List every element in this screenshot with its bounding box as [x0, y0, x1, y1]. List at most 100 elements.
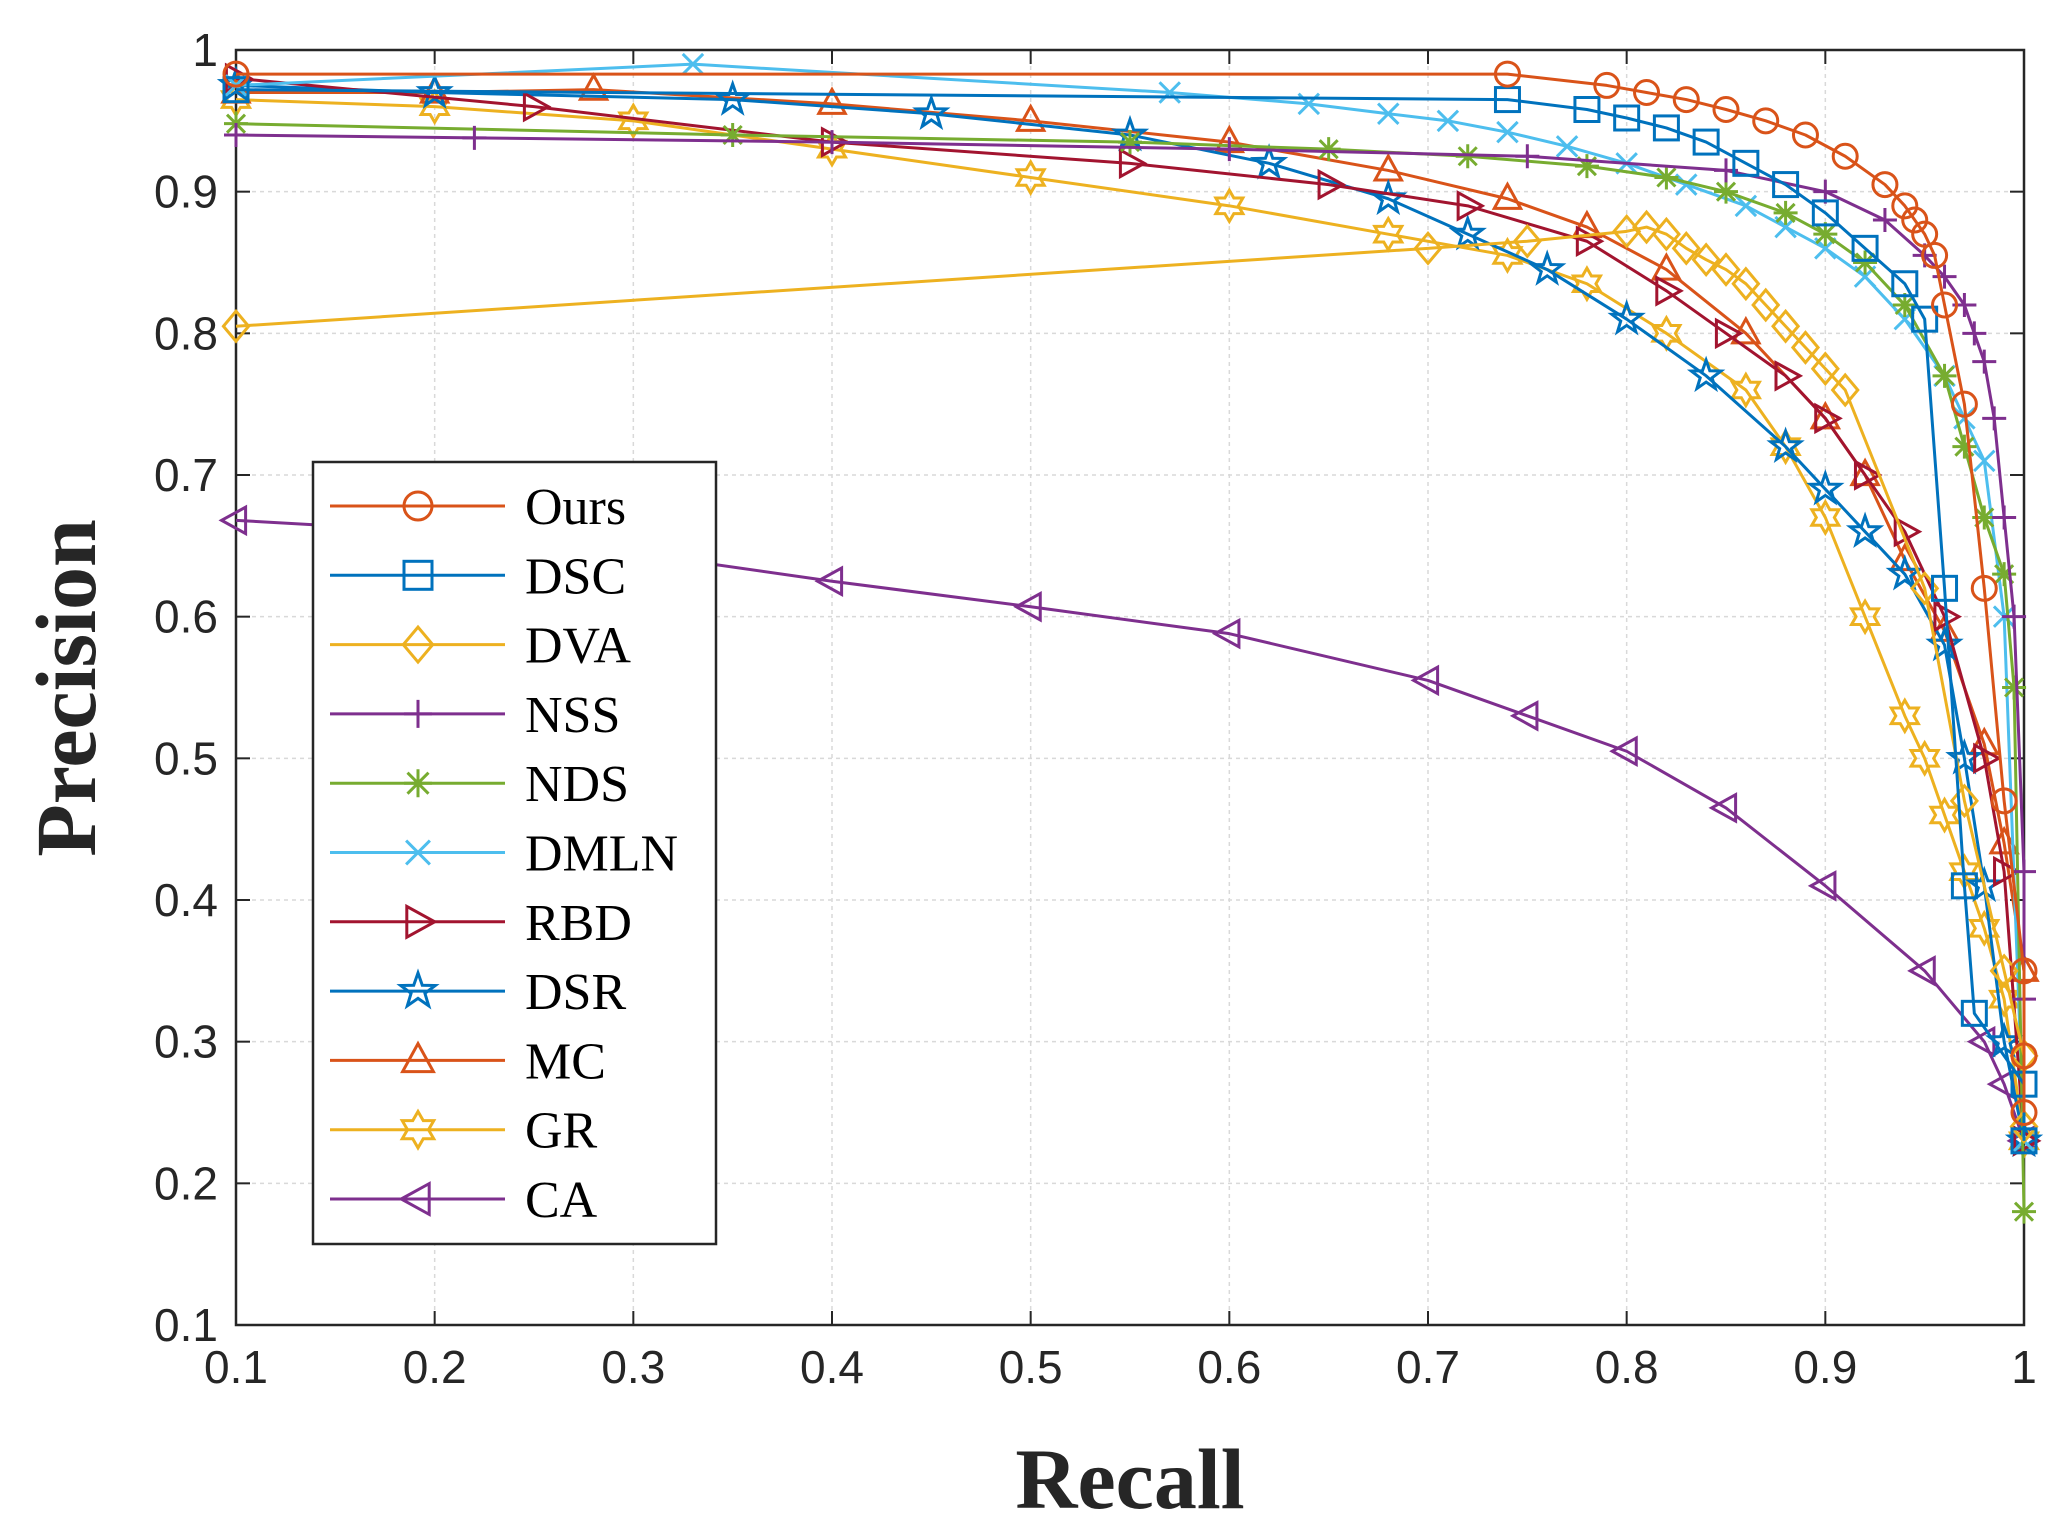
- data-point-rbd: [1993, 855, 2022, 888]
- data-point-nds: [1972, 505, 1997, 530]
- data-point-gr: [1848, 598, 1882, 636]
- data-point-ours: [222, 60, 250, 88]
- legend-entry-rbd: RBD: [330, 895, 632, 952]
- legend-label: MC: [525, 1033, 606, 1090]
- data-point-dsc: [1772, 171, 1800, 199]
- data-point-dva: [1413, 231, 1443, 266]
- legend-marker-ca: [398, 1181, 431, 1217]
- data-point-rbd: [1655, 275, 1684, 307]
- data-point-dva: [1631, 209, 1662, 245]
- x-tick-label: 0.9: [1793, 1341, 1857, 1393]
- y-tick-label: 0.1: [154, 1299, 218, 1351]
- legend-marker-dsc: [402, 559, 434, 591]
- data-point-nss: [1872, 208, 1897, 232]
- data-point-ours: [1970, 574, 1998, 602]
- data-point-nds: [1316, 137, 1341, 162]
- data-point-gr: [1968, 909, 2001, 947]
- data-point-dmln: [681, 52, 705, 76]
- y-tick-label: 0.2: [154, 1157, 218, 1209]
- data-point-dsc: [1931, 574, 1959, 602]
- data-point-dva: [1711, 252, 1741, 287]
- data-point-ours: [1871, 171, 1899, 199]
- data-point-dsr: [1369, 178, 1408, 216]
- data-point-ca: [1013, 591, 1042, 623]
- data-point-dsr: [912, 93, 951, 131]
- data-point-gr: [1213, 187, 1246, 225]
- legend-marker-ours: [402, 490, 434, 522]
- data-point-nss: [1515, 144, 1540, 169]
- data-point-dsc: [1891, 270, 1919, 298]
- data-point-dsc: [1732, 149, 1760, 177]
- data-point-rbd: [522, 90, 552, 123]
- legend-label: RBD: [525, 895, 632, 952]
- data-point-dmln: [1436, 109, 1460, 133]
- series-line-rbd: [235, 76, 2026, 1141]
- y-tick-label: 0.4: [154, 874, 218, 926]
- data-point-dmln: [1675, 173, 1698, 196]
- legend-marker-gr: [399, 1108, 437, 1151]
- data-point-ours: [1791, 121, 1819, 149]
- data-point-mc: [1491, 181, 1524, 210]
- data-point-rbd: [1774, 360, 1804, 392]
- legend-label: NDS: [525, 756, 629, 813]
- data-point-dva: [1751, 287, 1781, 323]
- legend: Ours DSC DVA NSS NDS DMLN RBD DSR MC GR CA: [311, 460, 718, 1246]
- data-point-dsr: [1845, 511, 1885, 548]
- data-point-dsr: [415, 72, 454, 109]
- x-axis-title: Recall: [1015, 1431, 1244, 1525]
- data-point-ca: [1708, 792, 1738, 824]
- series-dsc: [222, 76, 2038, 1155]
- legend-marker-nds: [404, 769, 432, 798]
- data-point-ours: [1891, 192, 1919, 220]
- data-point-dsc: [1911, 305, 1939, 333]
- data-point-ca: [814, 565, 844, 597]
- legend-entry-gr: GR: [330, 1103, 598, 1160]
- data-point-ours: [1931, 291, 1959, 319]
- data-point-dva: [1691, 242, 1721, 277]
- data-point-dsc: [1692, 128, 1720, 156]
- data-point-dsr: [1249, 143, 1289, 180]
- data-point-dva: [1731, 266, 1761, 302]
- data-point-nds: [2012, 1199, 2036, 1224]
- data-point-dmln: [1377, 102, 1400, 126]
- data-point-dmln: [1158, 81, 1181, 104]
- data-point-ours: [1633, 79, 1661, 106]
- data-point-nds: [1813, 222, 1838, 247]
- data-point-nss: [2012, 859, 2036, 884]
- data-point-nds: [1853, 250, 1878, 275]
- legend-label: DVA: [525, 618, 631, 675]
- data-point-dsr: [1806, 468, 1845, 506]
- legend-label: NSS: [525, 687, 620, 744]
- data-point-gr: [1570, 265, 1604, 303]
- data-point-dsr: [1686, 355, 1726, 393]
- data-point-nss: [820, 130, 844, 155]
- data-point-nds: [1952, 434, 1977, 459]
- data-point-nds: [1118, 130, 1142, 155]
- data-point-nss: [1962, 321, 1987, 346]
- data-point-ca: [1509, 700, 1539, 732]
- legend-marker-dmln: [405, 839, 431, 866]
- data-point-ours: [2010, 1099, 2038, 1126]
- data-point-dva: [1830, 372, 1860, 408]
- data-point-nss: [1217, 137, 1242, 162]
- series-line-dmln: [235, 62, 2026, 1141]
- data-point-dva: [1810, 351, 1840, 387]
- data-point-ours: [1493, 60, 1521, 88]
- data-point-nss: [224, 123, 248, 147]
- series-layer: [216, 52, 2044, 1224]
- legend-entry-nss: NSS: [330, 687, 620, 744]
- data-point-dsc: [1613, 104, 1641, 132]
- legend-marker-nss: [404, 699, 432, 728]
- y-tick-label: 0.9: [154, 166, 218, 218]
- data-point-nss: [462, 125, 487, 150]
- data-point-gr: [1769, 428, 1802, 466]
- data-point-dva: [1949, 783, 1979, 819]
- data-point-ca: [1907, 955, 1936, 987]
- data-point-dva: [1771, 308, 1801, 344]
- data-point-nds: [1892, 293, 1917, 317]
- data-point-dmln: [1734, 194, 1758, 218]
- data-point-mc: [1014, 103, 1047, 132]
- data-point-rbd: [1893, 515, 1923, 548]
- legend-label: DSR: [525, 964, 626, 1021]
- legend-label: Ours: [525, 479, 626, 536]
